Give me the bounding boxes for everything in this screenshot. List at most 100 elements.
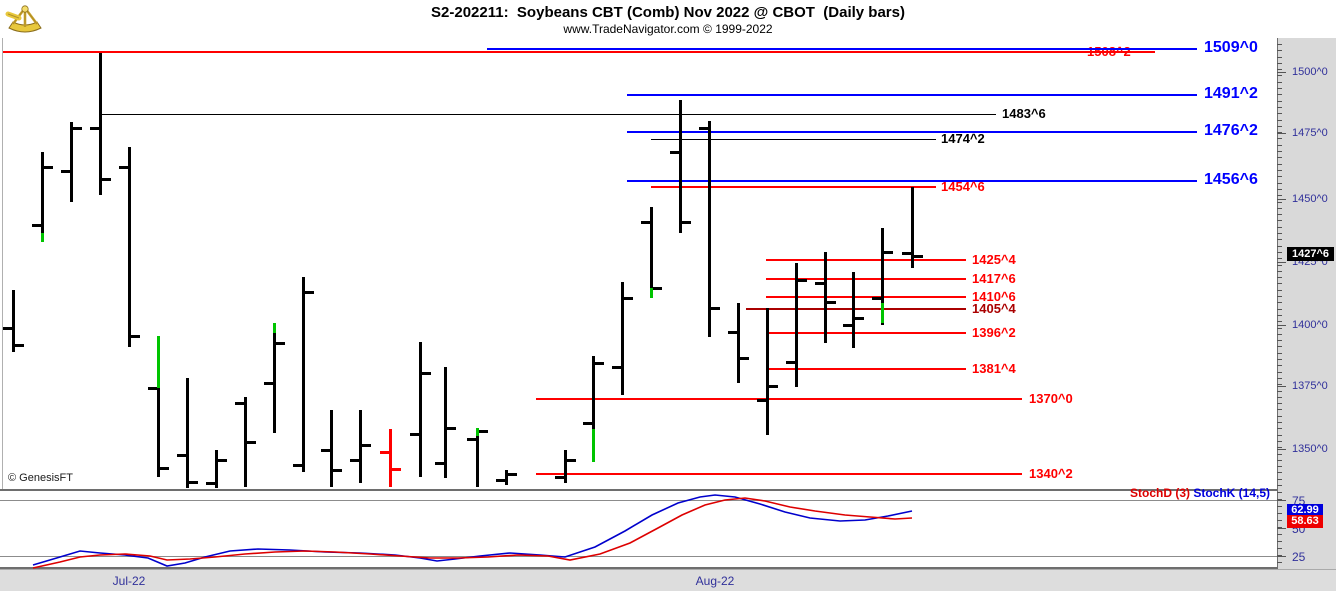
ohlc-bar	[186, 378, 189, 488]
ohlc-open-tick	[670, 151, 679, 154]
ohlc-bar	[330, 410, 333, 487]
level-label: 1474^2	[941, 131, 985, 146]
chart-stoch-divider[interactable]	[0, 489, 1278, 491]
level-label: 1405^4	[972, 301, 1016, 316]
ohlc-open-tick	[786, 361, 795, 364]
ohlc-bar	[70, 122, 73, 202]
ohlc-close-tick	[305, 291, 314, 294]
stoch-gridline	[0, 500, 1277, 501]
stoch-series-StochD	[32, 497, 913, 569]
ohlc-bar	[911, 187, 914, 268]
level-line	[766, 278, 966, 280]
price-axis-major-tick	[1277, 449, 1286, 450]
ohlc-close-tick	[362, 444, 371, 447]
ohlc-bar-up-segment	[650, 288, 653, 298]
price-axis-gutter[interactable]	[1278, 38, 1336, 570]
level-line	[766, 296, 966, 298]
price-axis-minor-tick	[1277, 63, 1282, 64]
ohlc-close-tick	[15, 344, 24, 347]
ohlc-close-tick	[44, 166, 53, 169]
ohlc-close-tick	[218, 459, 227, 462]
price-axis-minor-tick	[1277, 101, 1282, 102]
level-line	[487, 48, 1197, 50]
ohlc-open-tick	[435, 462, 444, 465]
ohlc-bar	[881, 228, 884, 325]
ohlc-open-tick	[728, 331, 737, 334]
level-label: 1410^6	[972, 289, 1016, 304]
price-axis-minor-tick	[1277, 189, 1282, 190]
ohlc-open-tick	[293, 464, 302, 467]
price-axis-minor-tick	[1277, 170, 1282, 171]
price-axis-minor-tick	[1277, 302, 1282, 303]
level-label: 1491^2	[1204, 85, 1258, 102]
ohlc-open-tick	[148, 387, 157, 390]
level-label: 1340^2	[1029, 466, 1073, 481]
stoch-value-badge: 62.99	[1287, 504, 1323, 517]
ohlc-open-tick	[264, 382, 273, 385]
price-axis-major-tick	[1277, 325, 1286, 326]
price-axis-minor-tick	[1277, 378, 1282, 379]
price-axis-major-tick	[1277, 72, 1286, 73]
chart-header: S2-202211: Soybeans CBT (Comb) Nov 2022 …	[0, 0, 1336, 38]
ohlc-open-tick	[496, 479, 505, 482]
level-label: 1476^2	[1204, 122, 1258, 139]
ohlc-open-tick	[380, 451, 389, 454]
level-label: 1425^4	[972, 252, 1016, 267]
price-axis-minor-tick	[1277, 176, 1282, 177]
ohlc-bar	[621, 282, 624, 395]
price-axis-minor-tick	[1277, 340, 1282, 341]
ohlc-open-tick	[3, 327, 12, 330]
price-axis-minor-tick	[1277, 145, 1282, 146]
price-axis-minor-tick	[1277, 384, 1282, 385]
stoch-axis-minor-tick	[1277, 562, 1282, 563]
ohlc-close-tick	[653, 287, 662, 290]
price-axis-label: 1375^0	[1292, 380, 1328, 392]
ohlc-bar-up-segment	[592, 429, 595, 462]
chart-left-border	[2, 38, 3, 490]
genesis-watermark: © GenesisFT	[8, 472, 73, 484]
level-label: 1396^2	[972, 325, 1016, 340]
stoch-axis-minor-tick	[1277, 520, 1282, 521]
price-axis-minor-tick	[1277, 126, 1282, 127]
price-axis-minor-tick	[1277, 69, 1282, 70]
stoch-axis-minor-tick	[1277, 506, 1282, 507]
ohlc-bar	[12, 290, 15, 352]
price-axis-minor-tick	[1277, 246, 1282, 247]
price-axis-minor-tick	[1277, 397, 1282, 398]
ohlc-close-tick	[392, 468, 401, 471]
price-axis-minor-tick	[1277, 107, 1282, 108]
stoch-gridline	[0, 556, 1277, 557]
price-axis-minor-tick	[1277, 88, 1282, 89]
price-axis-minor-tick	[1277, 403, 1282, 404]
level-line	[766, 368, 966, 370]
price-axis-minor-tick	[1277, 422, 1282, 423]
ohlc-open-tick	[206, 482, 215, 485]
stoch-axis-minor-tick	[1277, 548, 1282, 549]
price-axis-minor-tick	[1277, 202, 1282, 203]
level-line	[627, 180, 1197, 182]
price-axis-minor-tick	[1277, 252, 1282, 253]
stoch-value-badge: 58.63	[1287, 515, 1323, 528]
ohlc-bar	[41, 152, 44, 242]
ohlc-bar	[824, 252, 827, 343]
date-axis-strip[interactable]	[0, 569, 1336, 591]
stoch-axis-major-tick	[1277, 500, 1286, 501]
price-axis-minor-tick	[1277, 214, 1282, 215]
ohlc-bar	[128, 147, 131, 347]
ohlc-bar	[766, 308, 769, 435]
price-axis-minor-tick	[1277, 365, 1282, 366]
level-label: 1508^2	[1087, 44, 1131, 59]
stoch-axis-label: 25	[1292, 550, 1306, 564]
price-axis-minor-tick	[1277, 239, 1282, 240]
price-axis-minor-tick	[1277, 265, 1282, 266]
level-line	[3, 51, 1155, 53]
price-axis-minor-tick	[1277, 441, 1282, 442]
ohlc-bar	[419, 342, 422, 477]
ohlc-open-tick	[90, 127, 99, 130]
ohlc-close-tick	[827, 301, 836, 304]
level-line	[100, 114, 996, 115]
price-axis-minor-tick	[1277, 233, 1282, 234]
ohlc-close-tick	[595, 362, 604, 365]
